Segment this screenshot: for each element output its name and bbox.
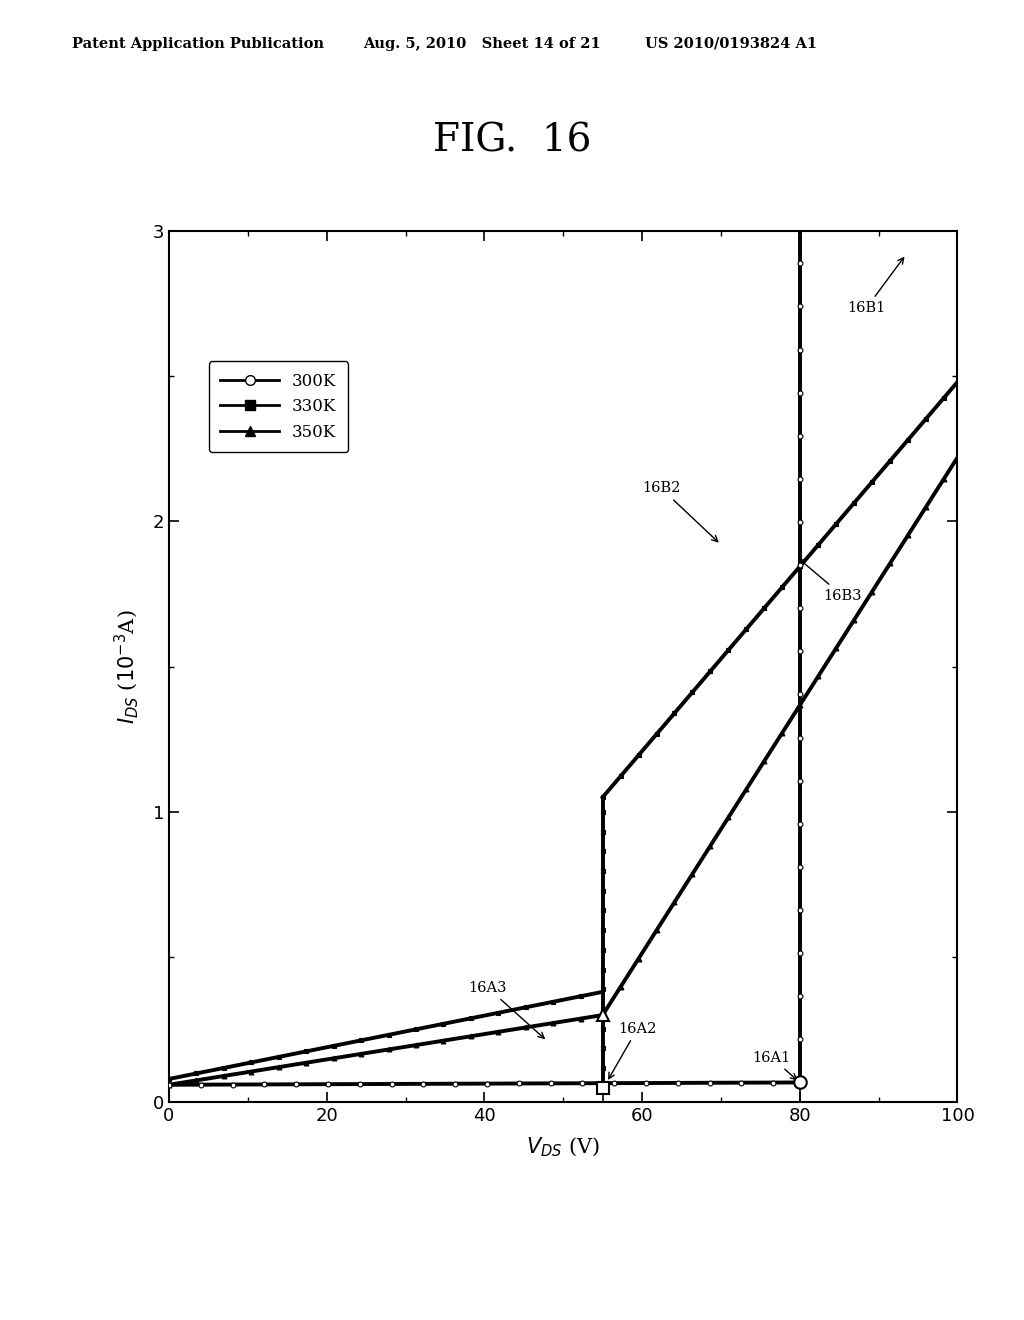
X-axis label: $V_{DS}$ (V): $V_{DS}$ (V): [526, 1137, 600, 1159]
Text: Patent Application Publication: Patent Application Publication: [72, 37, 324, 50]
Text: 16A1: 16A1: [753, 1051, 797, 1080]
Y-axis label: $I_{DS}$ ($10^{-3}$A): $I_{DS}$ ($10^{-3}$A): [113, 610, 141, 723]
Text: 16B2: 16B2: [642, 482, 718, 541]
Text: 16B3: 16B3: [799, 560, 862, 603]
Text: FIG.  16: FIG. 16: [433, 123, 591, 160]
Text: 16A3: 16A3: [469, 981, 544, 1039]
Text: Aug. 5, 2010   Sheet 14 of 21: Aug. 5, 2010 Sheet 14 of 21: [364, 37, 601, 50]
Text: US 2010/0193824 A1: US 2010/0193824 A1: [645, 37, 817, 50]
Legend: 300K, 330K, 350K: 300K, 330K, 350K: [209, 362, 348, 453]
Text: 16A2: 16A2: [608, 1022, 656, 1078]
Text: 16B1: 16B1: [847, 257, 903, 315]
